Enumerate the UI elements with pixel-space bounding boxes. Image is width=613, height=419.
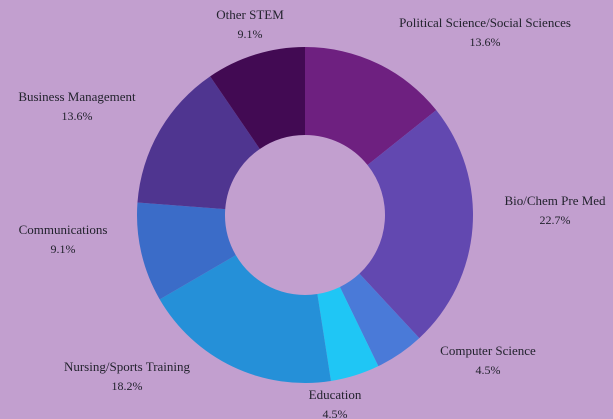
value-label-other-stem: 9.1%: [238, 27, 263, 41]
labels-group: Political Science/Social Sciences 13.6% Bi…: [18, 7, 606, 419]
value-label-political-science-social-sciences: 13.6%: [470, 35, 501, 49]
value-label-nursing-sports-training: 18.2%: [112, 379, 143, 393]
slice-business-management: [137, 76, 260, 210]
category-label-bio-chem-pre-med: Bio/Chem Pre Med: [504, 193, 606, 208]
value-label-bio-chem-pre-med: 22.7%: [540, 213, 571, 227]
slice-computer-science: [339, 273, 420, 367]
category-label-communications: Communications: [19, 222, 108, 237]
slice-education: [317, 286, 379, 381]
slice-nursing-sports-training: [159, 255, 331, 383]
slice-communications: [137, 202, 236, 300]
category-label-education: Education: [309, 387, 362, 402]
category-label-computer-science: Computer Science: [440, 343, 536, 358]
category-label-business-management: Business Management: [18, 89, 136, 104]
category-label-political-science-social-sciences: Political Science/Social Sciences: [399, 15, 571, 30]
slice-bio-chem-pre-med: [359, 110, 473, 339]
value-label-education: 4.5%: [323, 407, 348, 419]
slice-other-stem: [210, 47, 305, 149]
slice-political-science-social-sciences: [305, 47, 437, 166]
value-label-computer-science: 4.5%: [476, 363, 501, 377]
category-label-nursing-sports-training: Nursing/Sports Training: [64, 359, 191, 374]
category-label-other-stem: Other STEM: [216, 7, 284, 22]
value-label-business-management: 13.6%: [62, 109, 93, 123]
value-label-communications: 9.1%: [51, 242, 76, 256]
slices-group: [137, 47, 473, 383]
